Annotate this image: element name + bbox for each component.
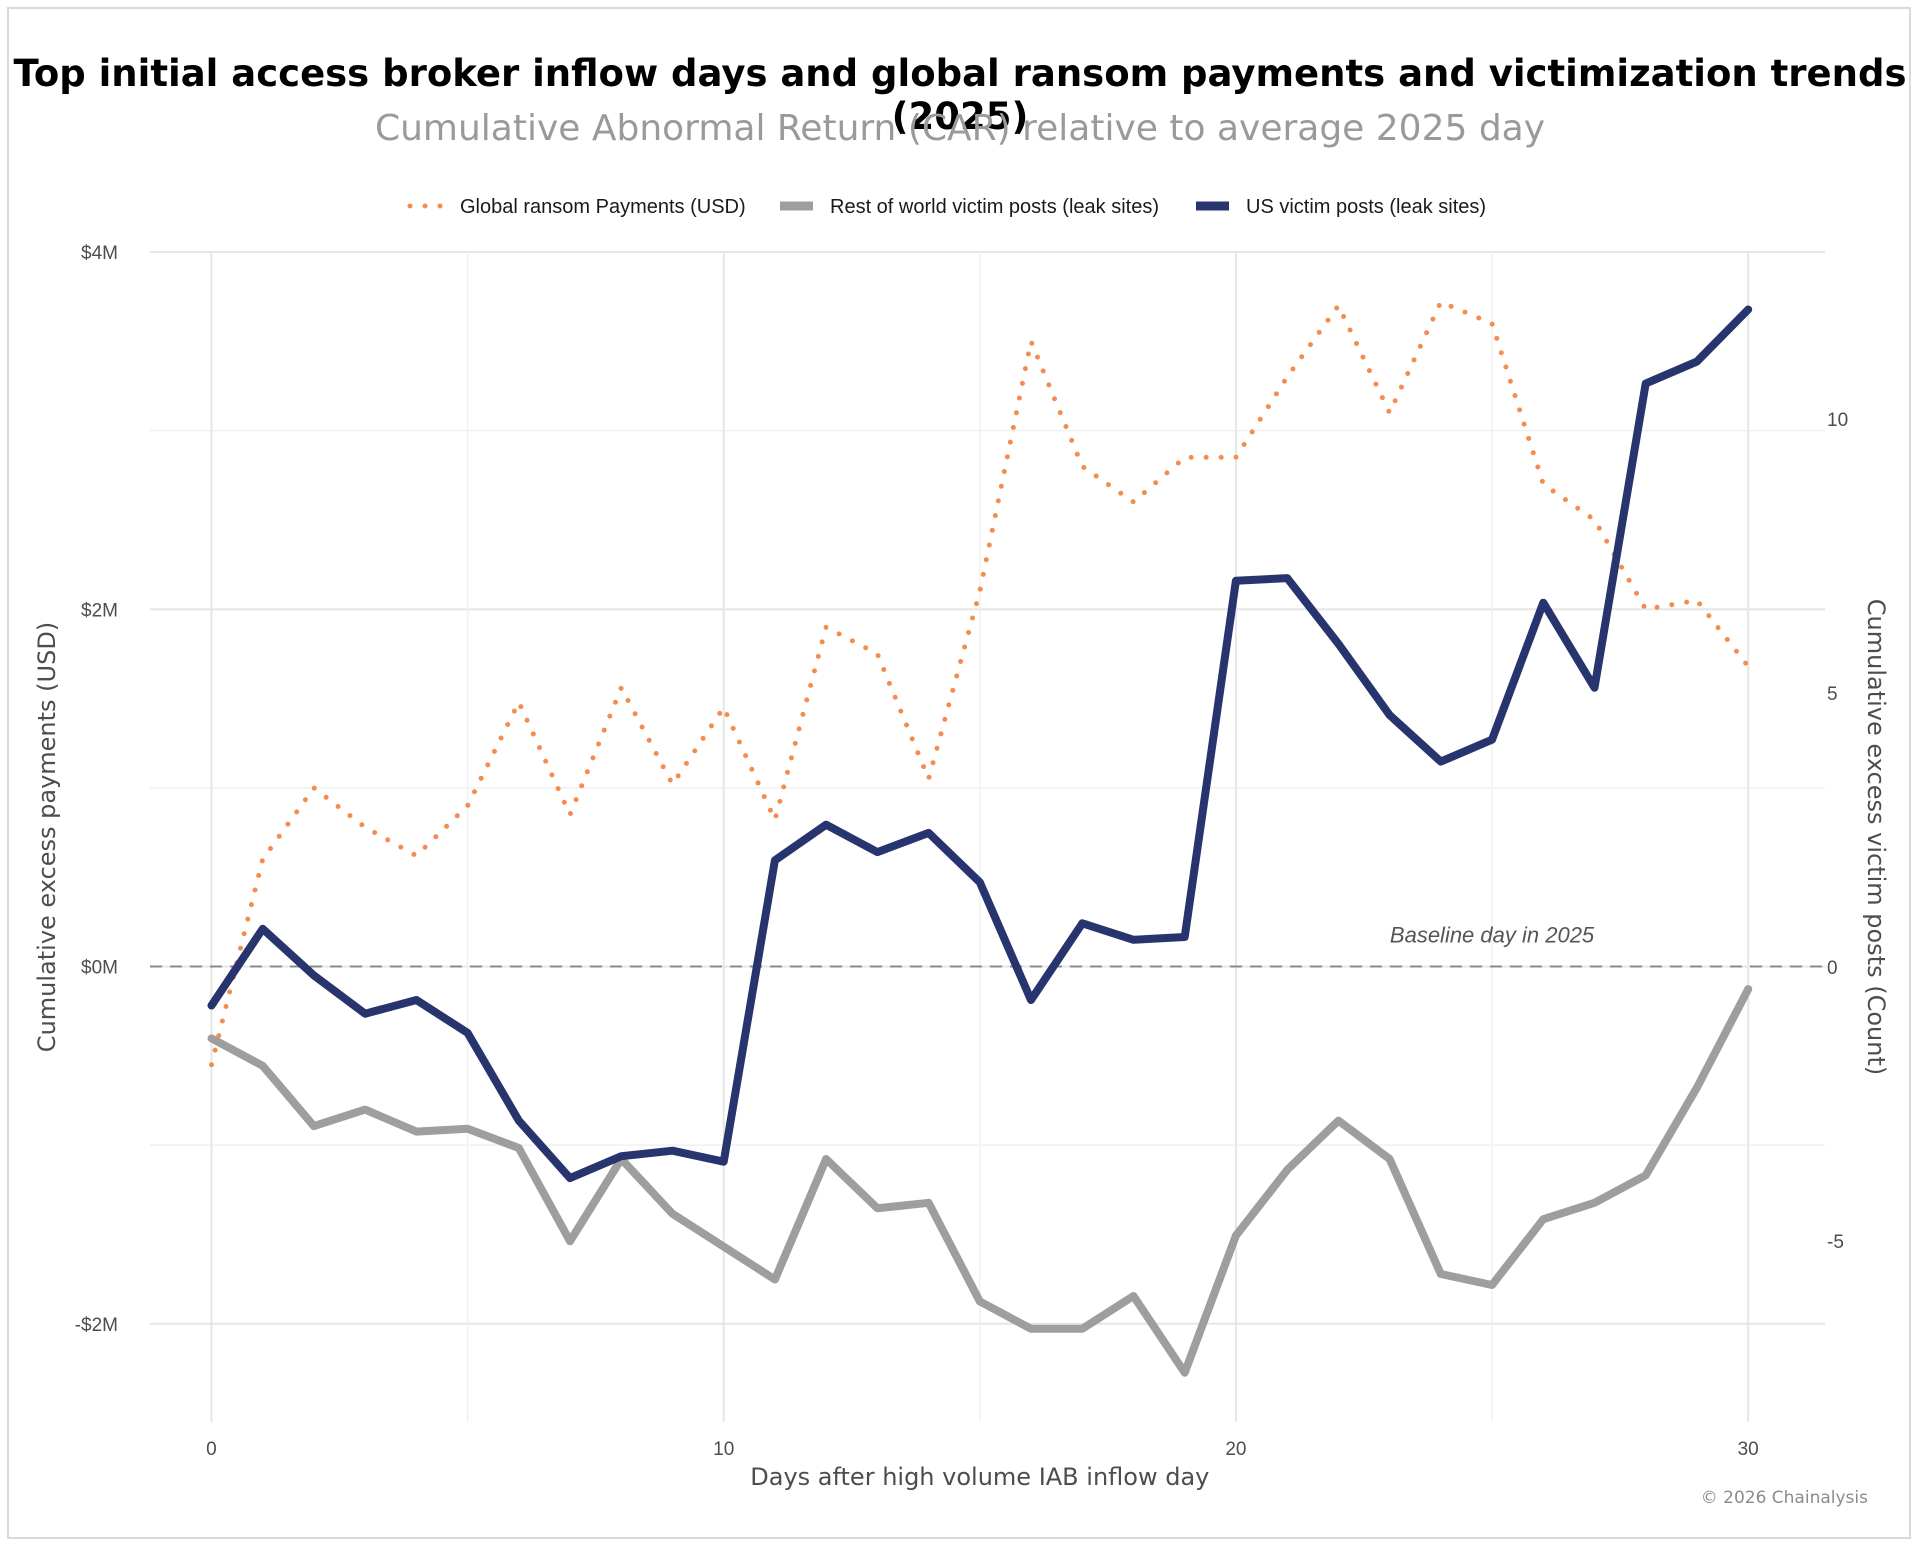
- left-tick-label: $4M: [81, 243, 118, 264]
- left-tick-label: -$2M: [75, 1315, 118, 1336]
- chart-frame: [7, 7, 1911, 1539]
- left-y-axis-title: Cumulative excess payments (USD): [33, 622, 61, 1052]
- right-y-axis-title: Cumulative excess victim posts (Count): [1862, 599, 1890, 1075]
- baseline-annotation: Baseline day in 2025: [1390, 923, 1595, 948]
- legend-label: Global ransom Payments (USD): [460, 196, 746, 218]
- series-line-global-ransom-payments-usd: [209, 299, 1751, 1068]
- chart-subtitle: Cumulative Abnormal Return (CAR) relativ…: [374, 108, 1546, 149]
- baseline: Baseline day in 2025: [150, 923, 1825, 968]
- series-line-rest-of-world-victim-posts-leak-sites: [207, 985, 1753, 1377]
- legend-label: Rest of world victim posts (leak sites): [830, 196, 1159, 218]
- right-tick-label: -5: [1827, 1232, 1844, 1253]
- series-line-us-victim-posts-leak-sites: [207, 305, 1753, 1183]
- right-tick-label: 0: [1827, 958, 1838, 979]
- x-tick-label: 20: [1225, 1439, 1246, 1460]
- x-axis-title: Days after high volume IAB inflow day: [750, 1463, 1209, 1491]
- x-tick-label: 10: [713, 1439, 734, 1460]
- legend-label: US victim posts (leak sites): [1246, 196, 1486, 218]
- chart-title: Top initial access broker inflow days an…: [13, 52, 1907, 138]
- x-tick-label: 0: [206, 1439, 217, 1460]
- gridlines: [150, 251, 1825, 1422]
- left-tick-label: $0M: [81, 958, 118, 979]
- left-tick-label: $2M: [81, 600, 118, 621]
- axis-tick-labels: $4M $2M $0M -$2M 10 5 0 -5 0 10 20 30: [75, 243, 1848, 1460]
- copyright-footer: © 2026 Chainalysis: [1700, 1488, 1868, 1508]
- right-tick-label: 5: [1827, 684, 1838, 705]
- x-tick-label: 30: [1738, 1439, 1759, 1460]
- legend: Global ransom Payments (USD) Rest of worl…: [407, 196, 1486, 218]
- series-lines: [207, 299, 1753, 1377]
- right-tick-label: 10: [1827, 410, 1848, 431]
